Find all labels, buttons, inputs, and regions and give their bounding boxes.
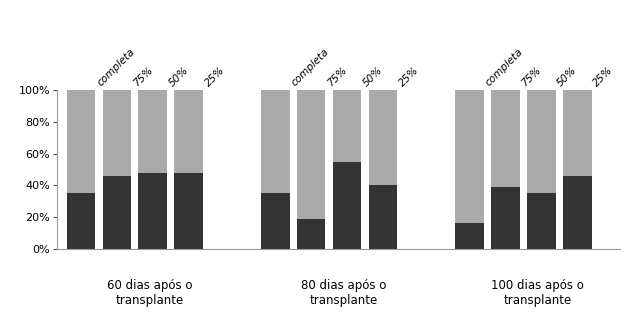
Bar — [527, 90, 556, 193]
Text: 25%: 25% — [592, 65, 615, 88]
Bar — [175, 173, 203, 249]
Bar — [563, 90, 592, 176]
Text: 50%: 50% — [361, 65, 385, 88]
Bar — [103, 90, 131, 176]
Bar — [139, 90, 167, 173]
Bar — [297, 90, 325, 219]
Text: 100 dias após o
transplante: 100 dias após o transplante — [491, 279, 584, 307]
Text: 50%: 50% — [167, 65, 191, 88]
Text: 75%: 75% — [131, 65, 154, 88]
Bar — [527, 193, 556, 249]
Bar — [333, 90, 361, 162]
Bar — [491, 90, 520, 187]
Bar — [297, 219, 325, 249]
Text: 25%: 25% — [203, 65, 227, 88]
Bar — [333, 162, 361, 249]
Bar — [66, 193, 96, 249]
Bar — [455, 90, 484, 224]
Bar — [368, 185, 398, 249]
Bar — [66, 90, 96, 193]
Bar — [368, 90, 398, 185]
Bar — [175, 90, 203, 173]
Text: completa: completa — [289, 47, 331, 88]
Text: completa: completa — [96, 47, 137, 88]
Text: 75%: 75% — [520, 65, 543, 88]
Bar — [103, 176, 131, 249]
Bar — [261, 90, 289, 193]
Bar — [261, 193, 289, 249]
Bar — [139, 173, 167, 249]
Text: 25%: 25% — [398, 65, 421, 88]
Text: 50%: 50% — [556, 65, 579, 88]
Text: 75%: 75% — [325, 65, 349, 88]
Bar — [491, 187, 520, 249]
Bar — [563, 176, 592, 249]
Bar — [455, 224, 484, 249]
Text: 80 dias após o
transplante: 80 dias após o transplante — [301, 279, 386, 307]
Text: 60 dias após o
transplante: 60 dias após o transplante — [106, 279, 192, 307]
Text: completa: completa — [484, 47, 525, 88]
